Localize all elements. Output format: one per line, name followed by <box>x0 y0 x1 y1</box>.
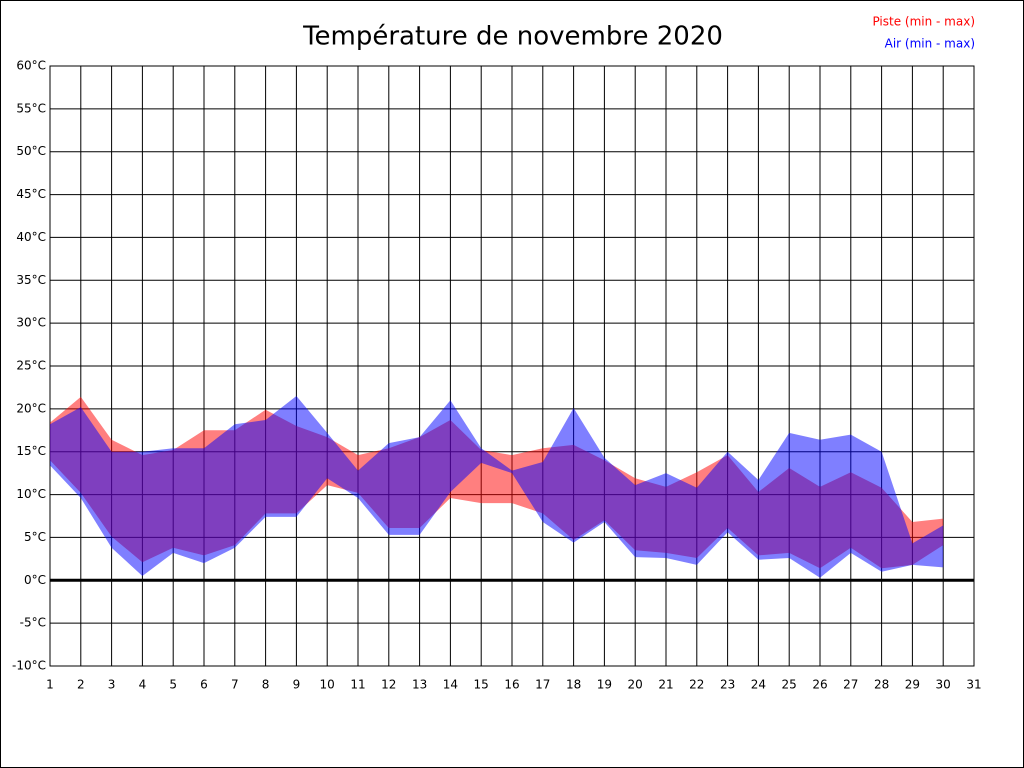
x-tick-label: 10 <box>320 678 335 692</box>
x-tick-label: 9 <box>293 678 301 692</box>
x-tick-label: 17 <box>535 678 550 692</box>
x-tick-label: 1 <box>46 678 54 692</box>
x-tick-label: 2 <box>77 678 85 692</box>
x-tick-label: 31 <box>966 678 981 692</box>
x-tick-label: 27 <box>843 678 858 692</box>
x-tick-label: 7 <box>231 678 239 692</box>
y-tick-label: 10°C <box>16 487 46 501</box>
x-tick-label: 11 <box>350 678 365 692</box>
chart-title: Température de novembre 2020 <box>302 22 723 52</box>
x-tick-label: 28 <box>874 678 889 692</box>
legend-entry: Piste (min - max) <box>872 15 975 29</box>
y-tick-label: 60°C <box>16 59 46 73</box>
y-tick-label: 55°C <box>16 101 46 115</box>
y-tick-label: 0°C <box>24 573 46 587</box>
y-tick-label: 5°C <box>24 530 46 544</box>
y-tick-label: 20°C <box>16 401 46 415</box>
x-tick-label: 13 <box>412 678 427 692</box>
y-tick-label: 40°C <box>16 230 46 244</box>
x-tick-label: 25 <box>782 678 797 692</box>
y-tick-label: 35°C <box>16 273 46 287</box>
x-tick-label: 22 <box>689 678 704 692</box>
x-tick-label: 3 <box>108 678 116 692</box>
x-tick-label: 8 <box>262 678 270 692</box>
y-tick-label: 50°C <box>16 144 46 158</box>
x-tick-label: 30 <box>936 678 951 692</box>
x-tick-label: 21 <box>658 678 673 692</box>
x-tick-label: 16 <box>504 678 519 692</box>
y-tick-label: 15°C <box>16 444 46 458</box>
x-tick-label: 24 <box>751 678 766 692</box>
x-tick-label: 6 <box>200 678 208 692</box>
x-tick-label: 19 <box>597 678 612 692</box>
x-tick-label: 5 <box>169 678 177 692</box>
x-tick-label: 14 <box>443 678 458 692</box>
y-tick-label: -10°C <box>12 659 46 673</box>
x-tick-label: 29 <box>905 678 920 692</box>
y-tick-label: -5°C <box>20 616 46 630</box>
x-tick-label: 20 <box>628 678 643 692</box>
x-tick-label: 23 <box>720 678 735 692</box>
y-tick-label: 45°C <box>16 187 46 201</box>
y-tick-label: 30°C <box>16 316 46 330</box>
x-tick-label: 18 <box>566 678 581 692</box>
x-tick-label: 4 <box>139 678 147 692</box>
range-area <box>50 396 944 578</box>
legend-entry: Air (min - max) <box>885 37 975 51</box>
x-tick-label: 26 <box>812 678 827 692</box>
y-tick-label: 25°C <box>16 359 46 373</box>
x-tick-label: 15 <box>474 678 489 692</box>
x-tick-label: 12 <box>381 678 396 692</box>
